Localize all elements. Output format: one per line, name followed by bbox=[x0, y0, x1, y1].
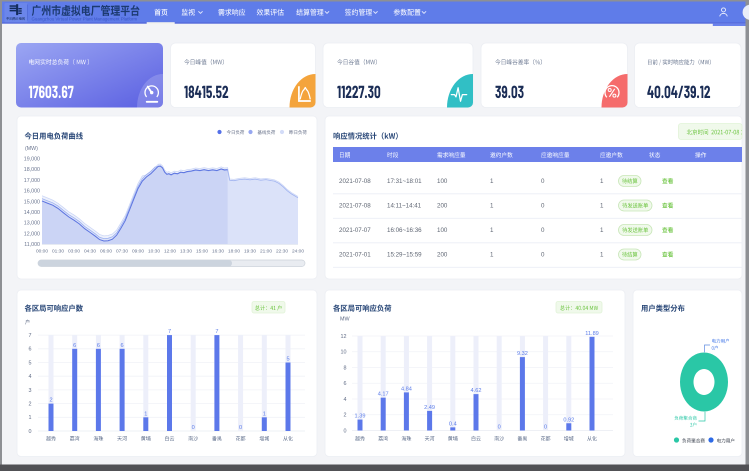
svg-text:2021-07-07: 2021-07-07 bbox=[339, 227, 371, 234]
svg-text:2021-07-08: 2021-07-08 bbox=[339, 203, 371, 210]
svg-text:24:00: 24:00 bbox=[292, 249, 304, 255]
svg-text:16:30: 16:30 bbox=[212, 249, 224, 255]
svg-text:4: 4 bbox=[29, 374, 32, 380]
svg-text:3: 3 bbox=[29, 388, 32, 394]
svg-text:6: 6 bbox=[29, 347, 32, 353]
svg-text:MW: MW bbox=[340, 317, 350, 323]
svg-text:1.39: 1.39 bbox=[355, 414, 366, 420]
svg-text:17:31~18:01: 17:31~18:01 bbox=[387, 178, 422, 185]
svg-text:6: 6 bbox=[121, 343, 124, 349]
svg-text:18:00: 18:00 bbox=[228, 249, 240, 255]
svg-text:1: 1 bbox=[490, 227, 494, 234]
svg-text:9.32: 9.32 bbox=[517, 351, 528, 357]
svg-text:03:00: 03:00 bbox=[68, 249, 80, 255]
svg-text:5: 5 bbox=[29, 360, 32, 366]
svg-text:2: 2 bbox=[344, 413, 347, 419]
svg-text:01:30: 01:30 bbox=[52, 249, 64, 255]
svg-text:13,000: 13,000 bbox=[24, 221, 40, 227]
svg-text:2021-07-08: 2021-07-08 bbox=[339, 178, 371, 185]
svg-text:0: 0 bbox=[29, 429, 32, 435]
svg-text:18,000: 18,000 bbox=[24, 167, 40, 173]
svg-text:1: 1 bbox=[600, 227, 604, 234]
svg-text:200: 200 bbox=[437, 252, 448, 259]
svg-text:(MW): (MW) bbox=[25, 146, 38, 152]
svg-text:19:30: 19:30 bbox=[244, 249, 256, 255]
svg-text:1: 1 bbox=[490, 203, 494, 210]
svg-text:4: 4 bbox=[344, 397, 347, 403]
svg-text:13:30: 13:30 bbox=[180, 249, 192, 255]
svg-text:0: 0 bbox=[239, 425, 242, 431]
svg-text:19,000: 19,000 bbox=[24, 157, 40, 163]
svg-text:100: 100 bbox=[437, 227, 448, 234]
svg-text:0: 0 bbox=[541, 178, 545, 185]
svg-text:6: 6 bbox=[73, 343, 76, 349]
svg-text:7: 7 bbox=[215, 329, 218, 335]
svg-text:06:00: 06:00 bbox=[100, 249, 112, 255]
svg-text:1: 1 bbox=[490, 178, 494, 185]
svg-text:12:00: 12:00 bbox=[164, 249, 176, 255]
svg-text:17,000: 17,000 bbox=[24, 178, 40, 184]
svg-text:15:29~15:59: 15:29~15:59 bbox=[387, 252, 422, 259]
svg-text:1: 1 bbox=[263, 411, 266, 417]
svg-text:200: 200 bbox=[437, 203, 448, 210]
svg-text:8: 8 bbox=[344, 365, 347, 371]
svg-text:2: 2 bbox=[49, 398, 52, 404]
svg-text:7: 7 bbox=[29, 333, 32, 339]
svg-text:1: 1 bbox=[144, 411, 147, 417]
svg-text:1: 1 bbox=[600, 178, 604, 185]
svg-text:0: 0 bbox=[541, 252, 545, 259]
svg-text:0: 0 bbox=[192, 425, 195, 431]
svg-text:6: 6 bbox=[344, 381, 347, 387]
svg-text:0: 0 bbox=[344, 428, 347, 434]
svg-text:0.92: 0.92 bbox=[563, 417, 574, 423]
svg-text:04:30: 04:30 bbox=[84, 249, 96, 255]
svg-text:16:06~16:36: 16:06~16:36 bbox=[387, 227, 422, 234]
svg-text:14:11~14:41: 14:11~14:41 bbox=[387, 203, 422, 210]
svg-text:10: 10 bbox=[341, 350, 347, 356]
svg-text:4.17: 4.17 bbox=[378, 392, 389, 398]
svg-text:6: 6 bbox=[97, 343, 100, 349]
svg-text:10:30: 10:30 bbox=[148, 249, 160, 255]
svg-text:07:30: 07:30 bbox=[116, 249, 128, 255]
svg-text:0: 0 bbox=[544, 425, 547, 431]
svg-text:4.62: 4.62 bbox=[471, 388, 482, 394]
svg-text:11.89: 11.89 bbox=[585, 331, 599, 337]
svg-text:21:00: 21:00 bbox=[260, 249, 272, 255]
svg-text:2021-07-01: 2021-07-01 bbox=[339, 252, 371, 259]
svg-text:09:00: 09:00 bbox=[132, 249, 144, 255]
svg-text:15:00: 15:00 bbox=[196, 249, 208, 255]
svg-text:0.4: 0.4 bbox=[449, 421, 457, 427]
svg-text:12: 12 bbox=[341, 334, 347, 340]
svg-text:12,000: 12,000 bbox=[24, 231, 40, 237]
svg-text:Guangzhou Virtual Power Plant: Guangzhou Virtual Power Plant Management… bbox=[32, 17, 138, 22]
svg-text:14,000: 14,000 bbox=[24, 210, 40, 216]
svg-text:0: 0 bbox=[541, 227, 545, 234]
svg-text:1: 1 bbox=[29, 415, 32, 421]
svg-text:1: 1 bbox=[490, 252, 494, 259]
svg-text:11,000: 11,000 bbox=[24, 242, 40, 248]
svg-text:22:30: 22:30 bbox=[276, 249, 288, 255]
svg-text:00:00: 00:00 bbox=[36, 249, 48, 255]
svg-text:1: 1 bbox=[600, 203, 604, 210]
svg-text:0: 0 bbox=[498, 425, 501, 431]
svg-text:2.49: 2.49 bbox=[424, 405, 435, 411]
svg-text:100: 100 bbox=[437, 178, 448, 185]
svg-text:15,000: 15,000 bbox=[24, 199, 40, 205]
svg-text:16,000: 16,000 bbox=[24, 189, 40, 195]
svg-text:4.84: 4.84 bbox=[401, 386, 412, 392]
svg-text:5: 5 bbox=[286, 357, 289, 363]
svg-text:1: 1 bbox=[600, 252, 604, 259]
svg-text:7: 7 bbox=[168, 329, 171, 335]
svg-text:2: 2 bbox=[29, 402, 32, 408]
svg-text:0: 0 bbox=[541, 203, 545, 210]
